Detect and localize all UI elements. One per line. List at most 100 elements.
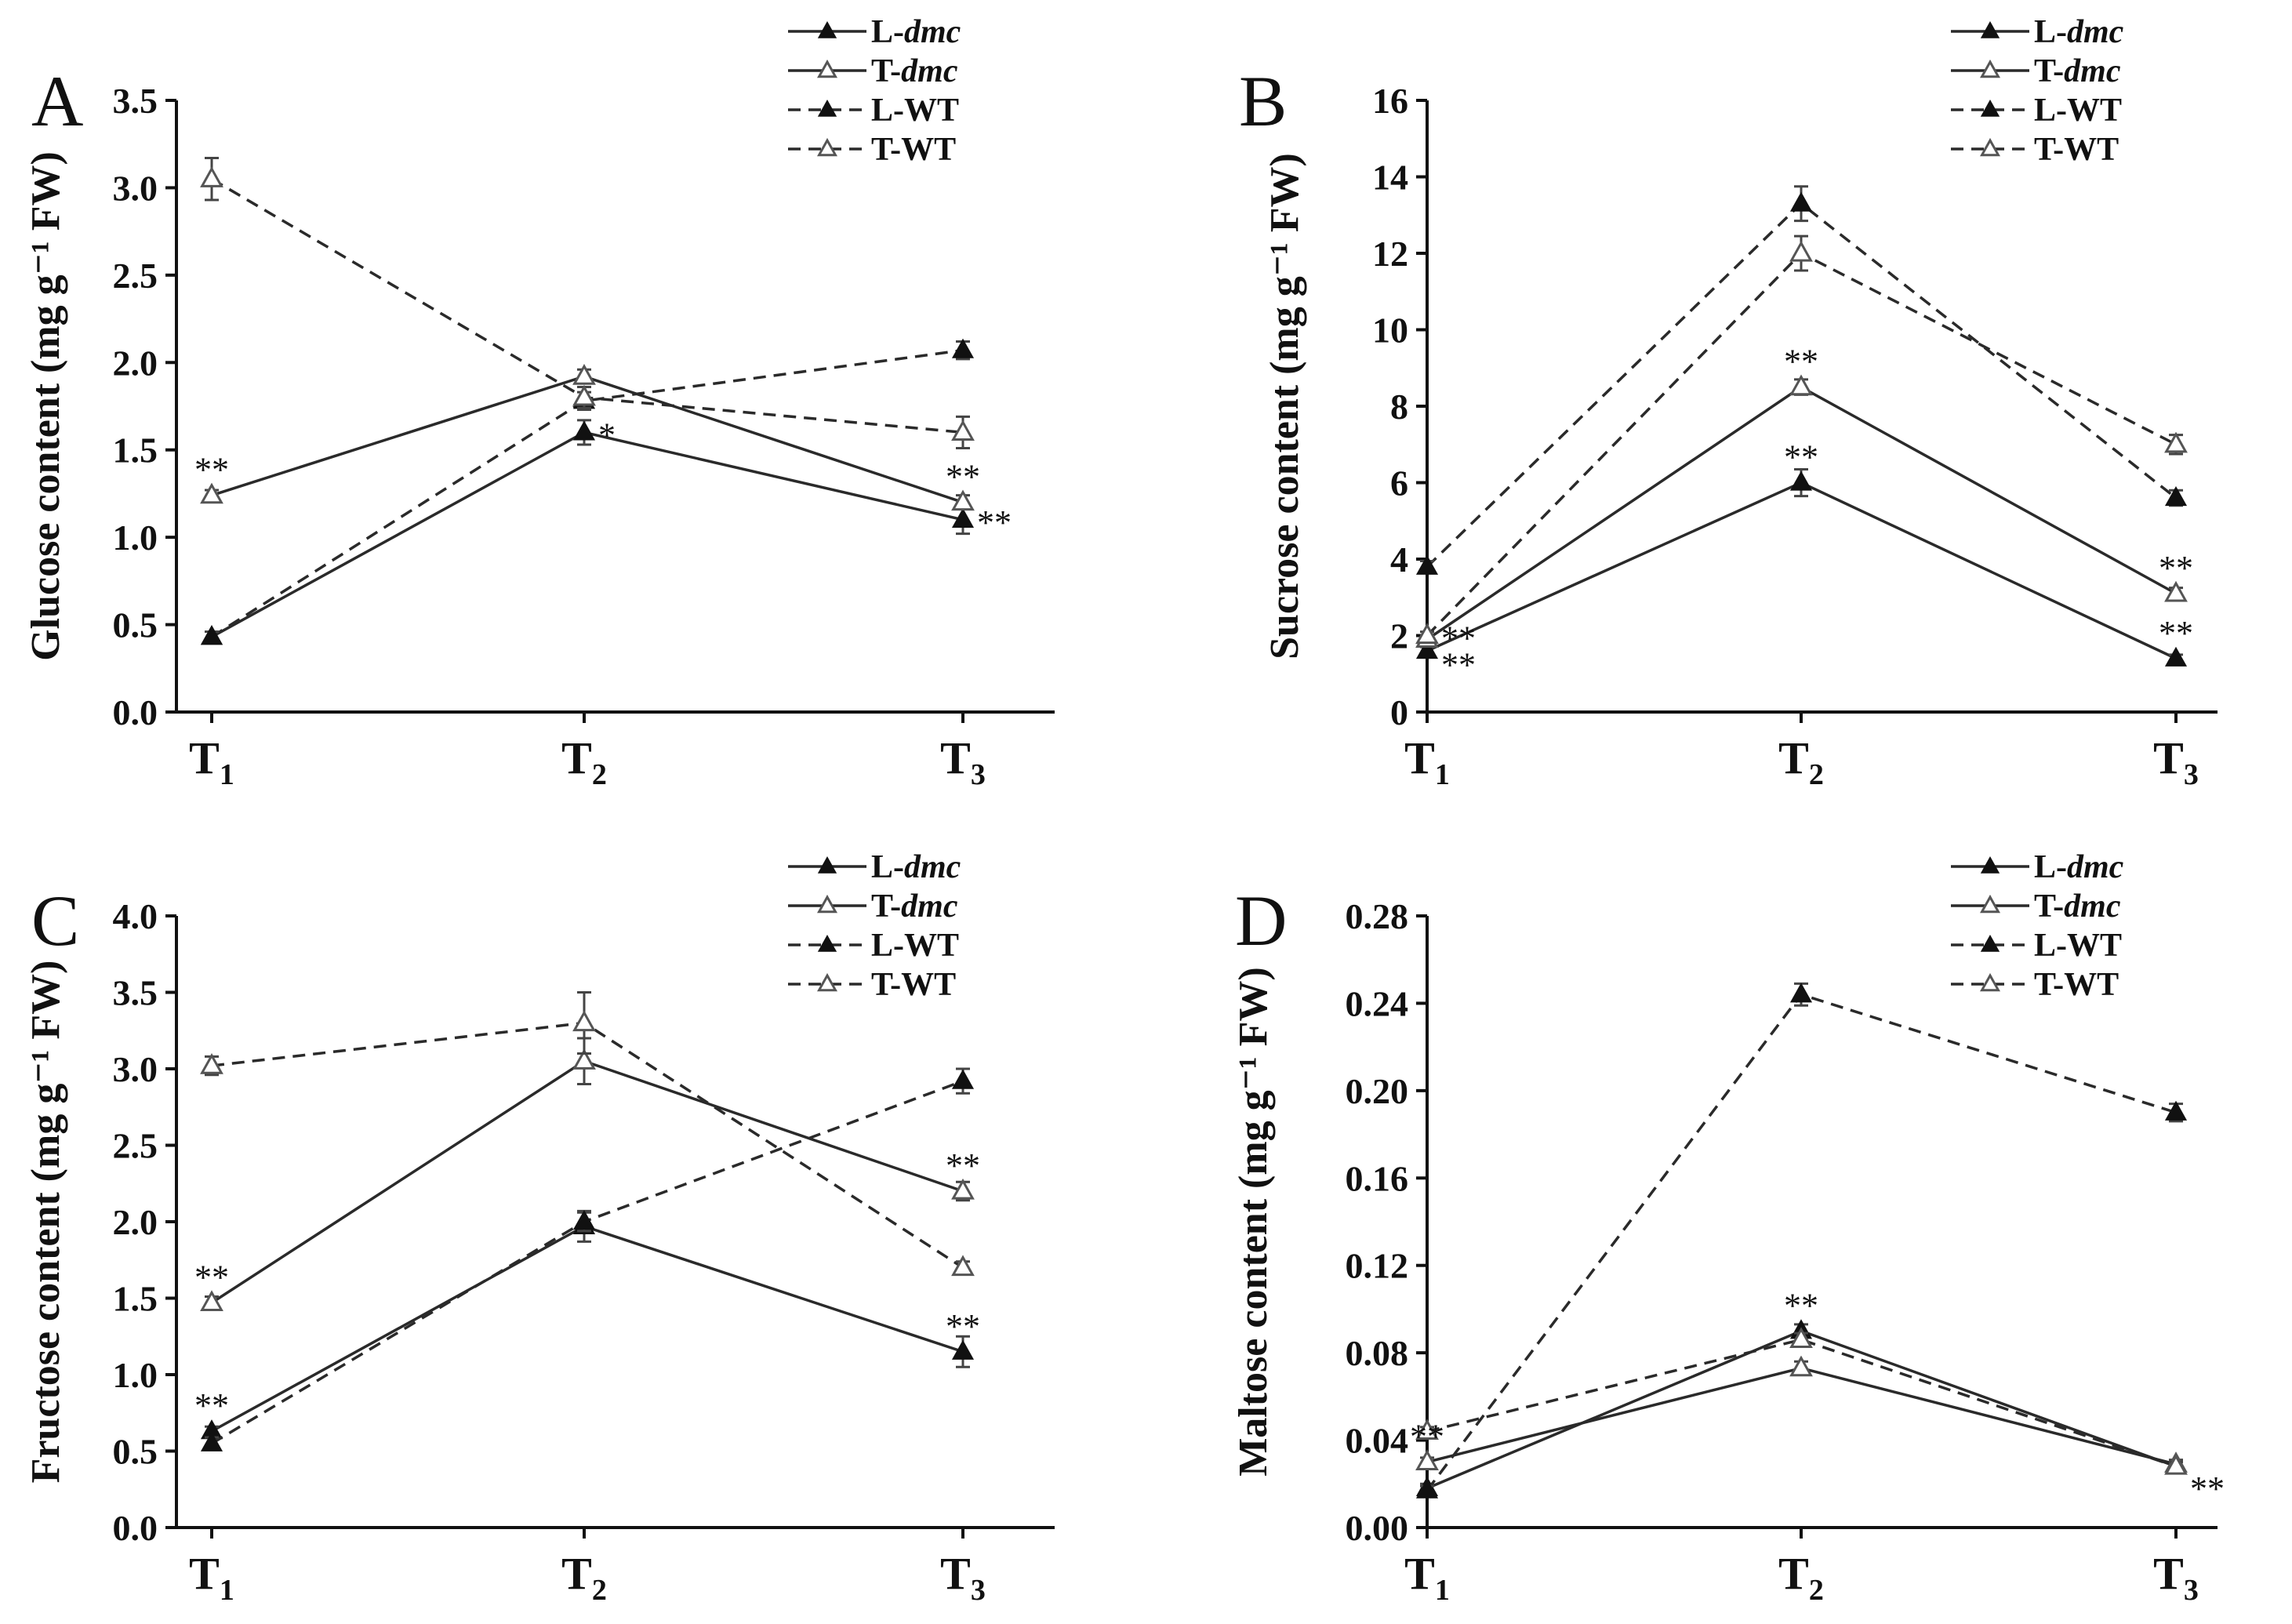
legend-label: T-WT bbox=[871, 132, 956, 168]
series-t-wt bbox=[200, 991, 975, 1277]
y-tick-label: 6 bbox=[1390, 463, 1408, 503]
legend-label: L-WT bbox=[2034, 928, 2122, 964]
y-tick-label: 3.5 bbox=[113, 973, 158, 1013]
x-tick-label: T3 bbox=[2153, 732, 2199, 791]
y-tick-label: 2.0 bbox=[113, 1202, 158, 1242]
data-point bbox=[1789, 240, 1813, 262]
data-point bbox=[951, 507, 975, 528]
data-point bbox=[1789, 1355, 1813, 1377]
series-t-dmc bbox=[200, 364, 975, 511]
y-tick-label: 0.08 bbox=[1346, 1333, 1409, 1373]
series-t-wt bbox=[1415, 1327, 2188, 1475]
legend-marker bbox=[1980, 20, 2000, 38]
legend-label: T-WT bbox=[2034, 132, 2119, 168]
y-tick-label: 1.0 bbox=[113, 518, 158, 558]
series-l-wt bbox=[1415, 185, 2188, 575]
panel-letter: B bbox=[1239, 61, 1287, 141]
data-point bbox=[2164, 431, 2188, 453]
legend-label: L-dmc bbox=[2034, 14, 2124, 50]
data-point bbox=[2164, 485, 2188, 507]
y-tick-label: 1.5 bbox=[113, 1279, 158, 1319]
legend-label: T-dmc bbox=[871, 888, 958, 925]
y-tick-label: 0.20 bbox=[1346, 1071, 1409, 1111]
panel-letter: C bbox=[31, 881, 79, 961]
x-tick-label: T3 bbox=[2153, 1548, 2199, 1607]
significance-marker: ** bbox=[194, 451, 229, 489]
series-l-wt bbox=[200, 1067, 975, 1451]
series-line bbox=[1426, 1338, 2177, 1468]
data-point bbox=[572, 1209, 596, 1230]
series-line bbox=[211, 1059, 964, 1304]
series-l-dmc bbox=[200, 1209, 975, 1440]
legend-marker bbox=[1980, 934, 2000, 952]
legend-label: T-dmc bbox=[871, 53, 958, 89]
data-point bbox=[951, 1255, 975, 1277]
significance-marker: ** bbox=[1441, 646, 1476, 685]
legend-label: L-WT bbox=[871, 93, 959, 129]
data-point bbox=[572, 1048, 596, 1070]
data-point bbox=[1415, 638, 1439, 659]
y-tick-label: 0 bbox=[1390, 692, 1408, 732]
y-tick-label: 3.0 bbox=[113, 1049, 158, 1089]
data-point bbox=[951, 420, 975, 441]
y-axis-label: Fructose content (mg g⁻¹ FW) bbox=[24, 961, 68, 1484]
y-tick-label: 12 bbox=[1372, 234, 1408, 274]
legend-marker bbox=[816, 59, 838, 78]
legend-label: T-WT bbox=[871, 967, 956, 1003]
legend-marker bbox=[1980, 856, 2000, 874]
x-tick-label: T1 bbox=[189, 732, 234, 791]
y-tick-label: 0.16 bbox=[1346, 1158, 1409, 1198]
y-tick-label: 0.5 bbox=[113, 605, 158, 645]
series-t-dmc bbox=[200, 1037, 975, 1311]
legend-marker bbox=[1979, 972, 2001, 992]
legend-label: T-dmc bbox=[2034, 53, 2121, 89]
legend-label: T-WT bbox=[2034, 967, 2119, 1003]
y-tick-label: 0.0 bbox=[113, 1508, 158, 1548]
legend-label: L-dmc bbox=[871, 849, 961, 885]
legend-marker bbox=[1980, 99, 2000, 117]
y-tick-label: 2.5 bbox=[113, 256, 158, 296]
x-tick-label: T1 bbox=[1404, 1548, 1450, 1607]
data-point bbox=[1789, 374, 1813, 396]
data-point bbox=[2164, 646, 2188, 667]
panel-d: D 0.00 0.04 0.08 0.12 0.16 0.20 0.24 0.28 T1 T2 T3 M… bbox=[1231, 849, 2225, 1607]
x-tick-label: T2 bbox=[1778, 732, 1824, 791]
x-tick-label: T1 bbox=[189, 1548, 234, 1607]
series-line bbox=[211, 431, 964, 638]
y-tick-label: 0.04 bbox=[1346, 1421, 1409, 1461]
y-axis-label: Sucrose content (mg g⁻¹ FW) bbox=[1262, 153, 1307, 659]
y-tick-label: 3.5 bbox=[113, 81, 158, 121]
legend-marker bbox=[1979, 137, 2001, 157]
panel-c: C 0.0 0.5 1.0 1.5 2.0 2.5 3.0 3.5 4.0 T1 T2 T3 Fructo… bbox=[24, 849, 1055, 1607]
data-point bbox=[572, 1010, 596, 1032]
series-t-dmc bbox=[1415, 1355, 2188, 1473]
y-tick-label: 1.5 bbox=[113, 431, 158, 470]
data-point bbox=[200, 482, 223, 504]
significance-marker: ** bbox=[194, 1386, 229, 1425]
series-line bbox=[211, 1079, 964, 1445]
y-tick-label: 2.5 bbox=[113, 1126, 158, 1166]
series-line bbox=[1426, 481, 2177, 660]
data-point bbox=[1415, 1478, 1439, 1499]
x-tick-label: T2 bbox=[561, 1548, 607, 1607]
data-point bbox=[1415, 623, 1439, 645]
significance-marker: ** bbox=[977, 503, 1012, 542]
data-point bbox=[1415, 1419, 1439, 1441]
significance-marker: ** bbox=[1441, 619, 1476, 658]
data-point bbox=[200, 1053, 223, 1074]
data-point bbox=[1789, 983, 1813, 1003]
legend-label: T-dmc bbox=[2034, 888, 2121, 925]
x-tick-label: T2 bbox=[561, 732, 607, 791]
data-point bbox=[200, 1431, 223, 1451]
legend-marker bbox=[816, 894, 838, 914]
significance-marker: ** bbox=[946, 458, 980, 496]
series-l-wt bbox=[200, 338, 975, 645]
series-l-dmc bbox=[200, 419, 975, 645]
significance-marker: ** bbox=[2159, 549, 2193, 587]
series-line bbox=[1426, 1366, 2177, 1466]
y-tick-label: 14 bbox=[1372, 158, 1408, 198]
y-tick-label: 2.0 bbox=[113, 343, 158, 383]
